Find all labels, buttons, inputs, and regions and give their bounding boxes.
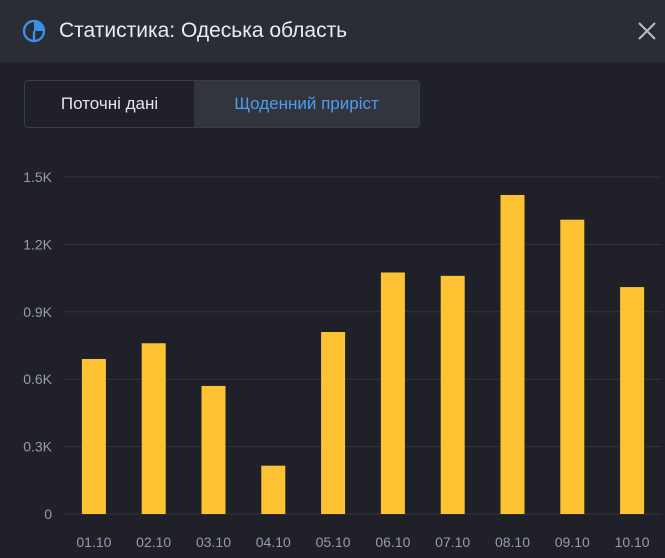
x-tick-label: 03.10 [196,534,231,550]
x-tick-label: 05.10 [316,534,351,550]
tab-current-data[interactable]: Поточні дані [25,81,194,127]
bar [620,287,645,514]
x-tick-label: 07.10 [435,534,470,550]
x-tick-label: 08.10 [495,534,530,550]
x-tick-label: 09.10 [555,534,590,550]
bar [141,343,166,514]
y-tick-label: 0.9K [23,304,52,320]
bar [380,272,405,514]
bar [321,332,346,514]
pie-chart-icon [22,19,46,43]
bar [261,465,286,514]
tab-daily-growth[interactable]: Щоденний приріст [194,81,419,127]
y-tick-label: 1.5K [23,169,52,185]
x-tick-label: 02.10 [136,534,171,550]
y-tick-label: 0.6K [23,371,52,387]
window-header: Статистика: Одеська область [0,0,665,62]
x-tick-label: 06.10 [375,534,410,550]
y-tick-label: 0 [44,506,52,522]
x-tick-label: 10.10 [615,534,650,550]
bar [440,275,465,514]
x-tick-label: 04.10 [256,534,291,550]
close-icon[interactable] [636,20,658,42]
bar [201,385,226,514]
y-tick-label: 0.3K [23,439,52,455]
bar [560,219,585,515]
window-title: Статистика: Одеська область [59,19,348,42]
tab-bar: Поточні дані Щоденний приріст [24,80,420,128]
x-tick-label: 01.10 [76,534,111,550]
bar [500,194,525,514]
bar [81,358,106,514]
y-tick-label: 1.2K [23,236,52,252]
